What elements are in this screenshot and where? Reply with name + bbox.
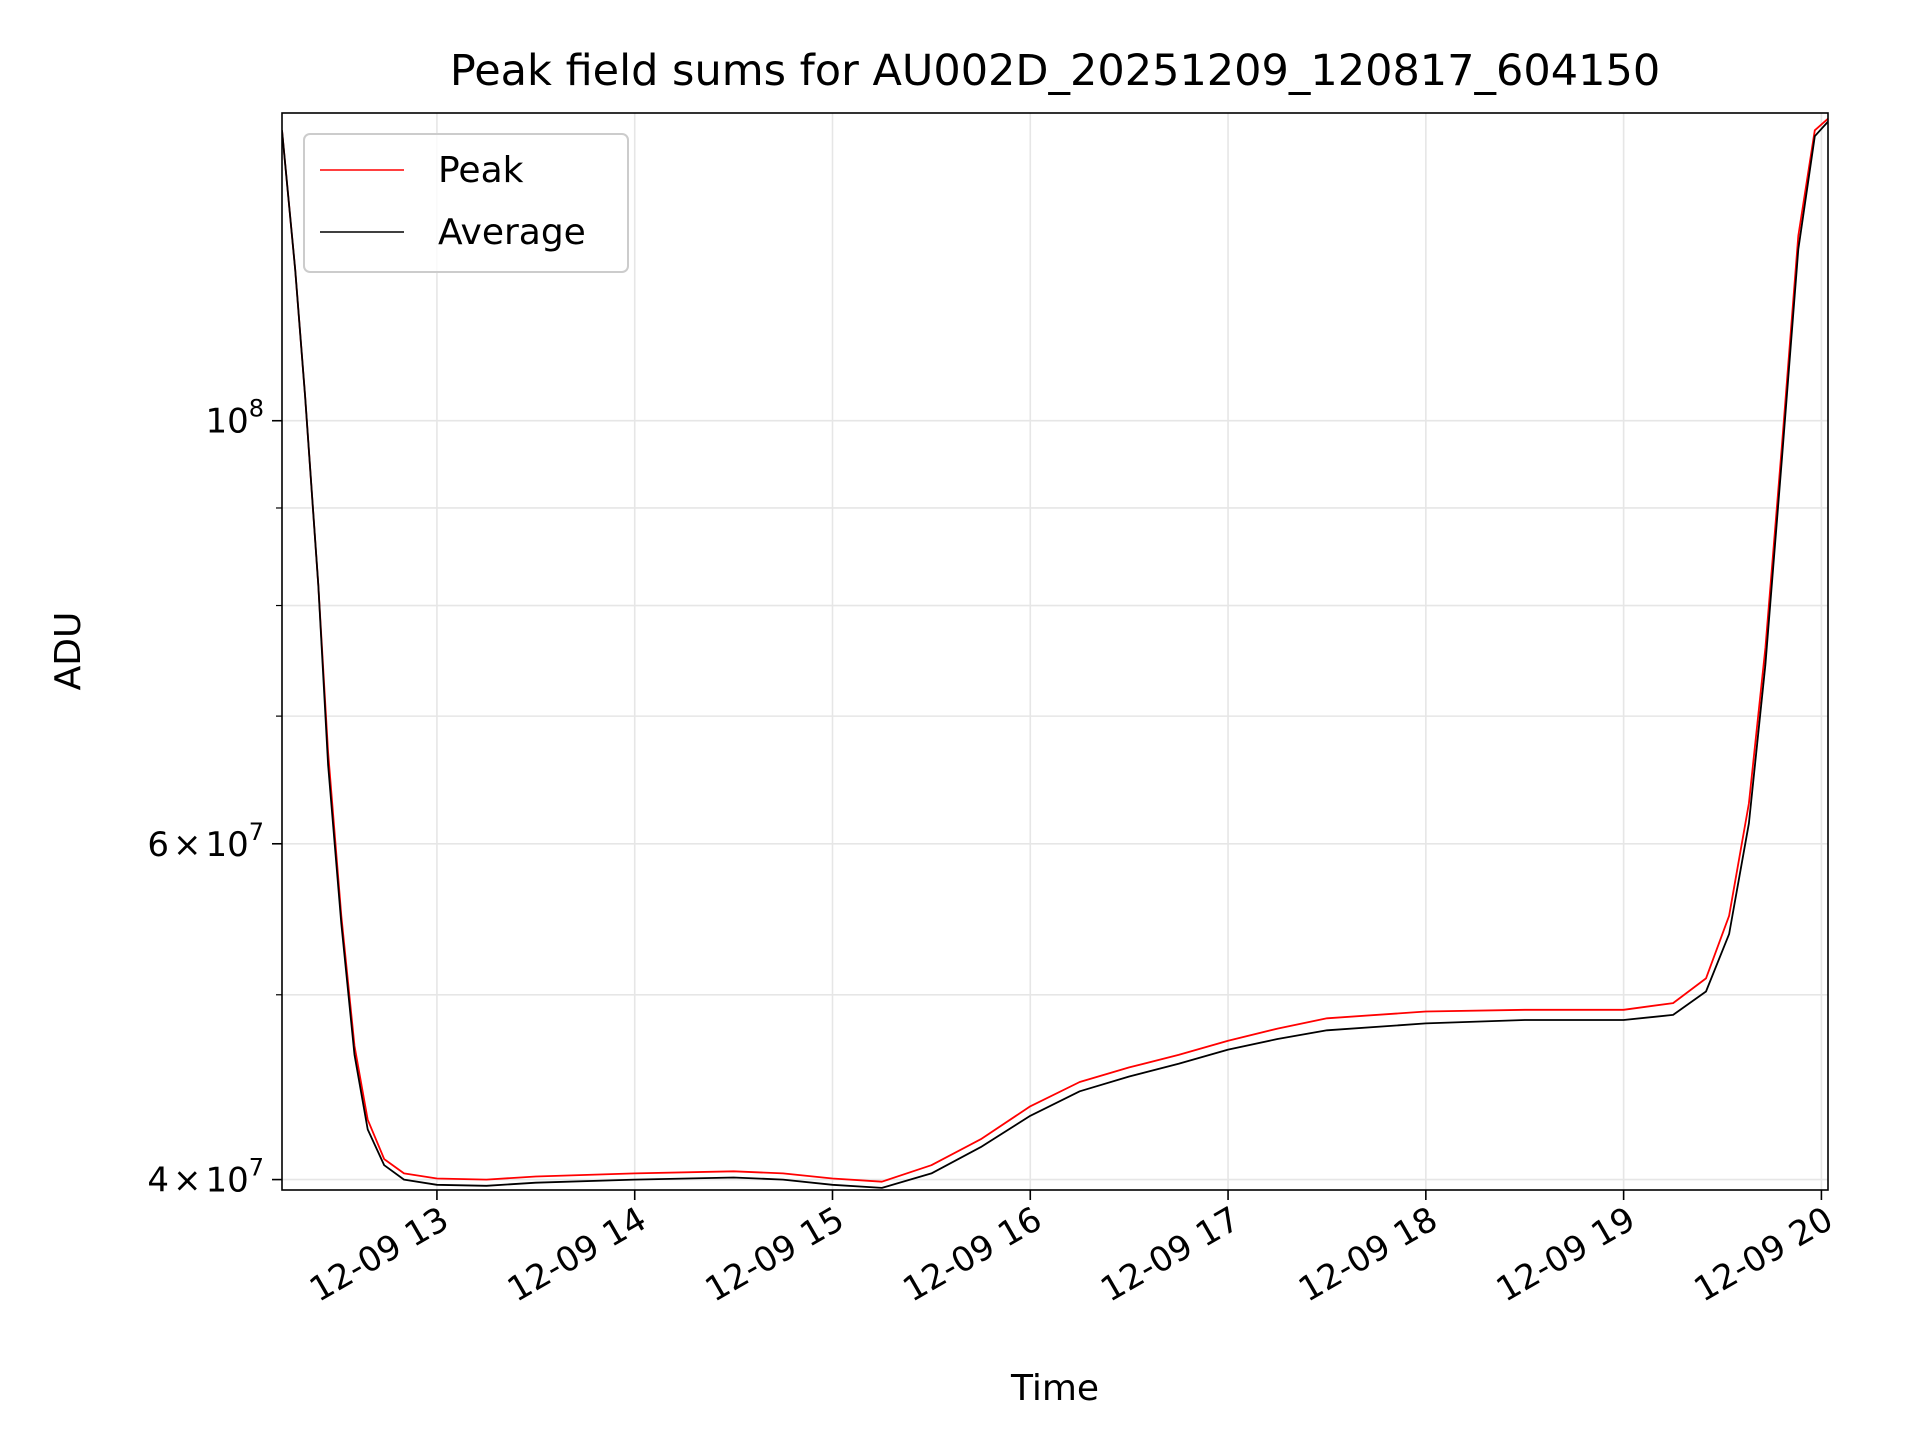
y-tick-label-exponent: 7	[249, 818, 264, 846]
series-line-average	[282, 120, 1828, 1189]
y-tick-label-times: ×	[173, 825, 202, 865]
legend-label-average: Average	[438, 212, 586, 253]
plot-area	[282, 113, 1828, 1190]
y-tick-label: 6 × 107	[147, 818, 264, 865]
legend-label-peak: Peak	[438, 150, 524, 191]
y-tick-label-base: 4	[147, 1161, 169, 1201]
legend-box	[303, 133, 629, 273]
y-tick-label: 108	[205, 395, 264, 442]
x-axis-label: Time	[1010, 1368, 1099, 1409]
y-tick-label-power: 10	[205, 1161, 248, 1201]
y-tick-label-exponent: 7	[249, 1154, 264, 1182]
series-line-peak	[282, 118, 1828, 1183]
y-tick-label-exponent: 8	[249, 395, 264, 423]
series-lines	[282, 118, 1828, 1189]
y-tick-label-power: 10	[205, 825, 248, 865]
grid	[282, 113, 1828, 1190]
y-tick-label-power: 10	[205, 402, 248, 442]
plot-frame	[281, 112, 1829, 1191]
y-tick-label-times: ×	[173, 1161, 202, 1201]
legend: Peak Average	[303, 133, 629, 273]
chart-title: Peak field sums for AU002D_20251209_1208…	[450, 46, 1660, 96]
y-tick-label-base: 6	[147, 825, 169, 865]
y-axis-label: ADU	[48, 612, 89, 691]
y-tick-label: 4 × 107	[147, 1154, 264, 1201]
